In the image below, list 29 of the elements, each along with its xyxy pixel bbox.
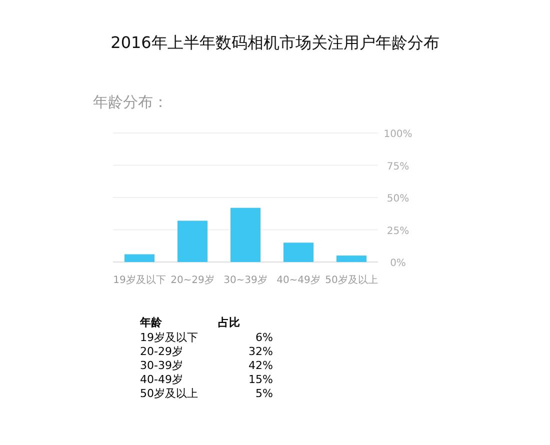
y-tick-label: 75% (386, 161, 410, 172)
chart-title: 2016年上半年数码相机市场关注用户年龄分布 (110, 33, 440, 52)
bar (284, 242, 314, 262)
x-tick-label: 19岁及以下 (113, 274, 166, 286)
y-tick-label: 25% (386, 226, 410, 237)
text: 30-39岁 (140, 359, 183, 372)
x-tick-label: 30~39岁 (224, 274, 268, 286)
text: 50岁及以上 (140, 387, 198, 400)
text: 占比 (218, 316, 240, 329)
text: 6% (256, 331, 273, 344)
chart-subtitle: 年龄分布： (93, 93, 168, 111)
bar (336, 256, 366, 262)
text: 15% (248, 373, 273, 386)
bar (230, 208, 260, 262)
y-tick-label: 50% (386, 194, 410, 204)
text: 19岁及以下 (140, 331, 198, 344)
x-tick-label: 20~29岁 (170, 274, 214, 286)
x-tick-label: 40~49岁 (276, 274, 320, 286)
text: 年龄 (139, 316, 163, 329)
text: 40-49岁 (140, 373, 183, 386)
bar (124, 254, 154, 262)
text: 32% (248, 345, 273, 358)
bar (178, 220, 208, 262)
text: 5% (256, 387, 273, 400)
y-tick-label: 100% (384, 129, 412, 140)
x-tick-label: 50岁及以上 (325, 274, 378, 286)
y-tick-label: 0% (390, 258, 406, 269)
text: 20-29岁 (140, 345, 183, 358)
text: 42% (248, 359, 273, 372)
